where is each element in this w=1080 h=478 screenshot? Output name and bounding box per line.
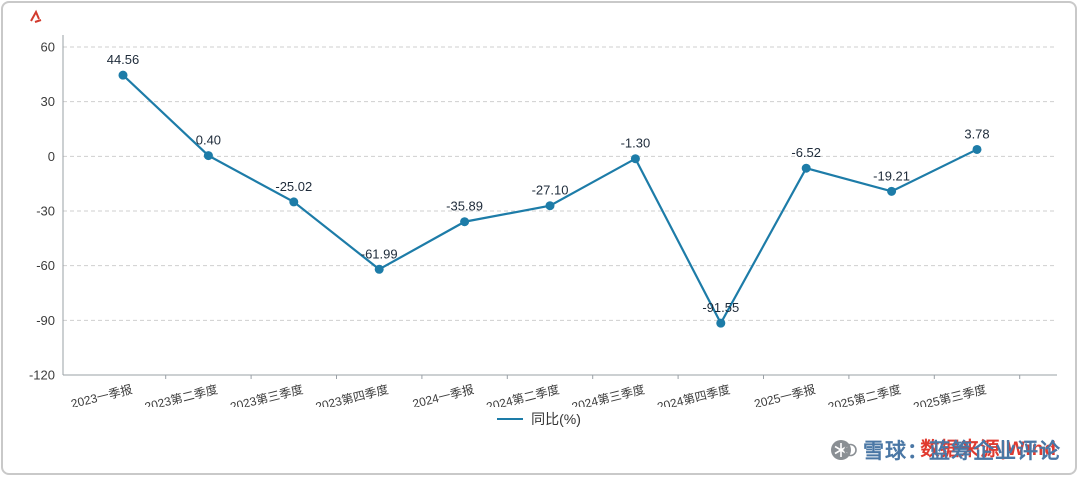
footer: 数据来源|Wind 雪球：蓝筹企业评论 [641, 433, 1061, 467]
account-name: 雪球：蓝筹企业评论 [863, 440, 1061, 463]
svg-text:2025一季报: 2025一季报 [752, 381, 816, 407]
svg-text:-90: -90 [36, 313, 55, 328]
svg-text:44.56: 44.56 [107, 52, 140, 67]
svg-text:2025第三季度: 2025第三季度 [912, 381, 988, 407]
svg-text:-120: -120 [29, 368, 55, 383]
legend-label: 同比(%) [531, 411, 581, 427]
svg-text:2024第三季度: 2024第三季度 [570, 381, 646, 407]
xueqiu-logo-icon [829, 436, 857, 464]
svg-text:-35.89: -35.89 [446, 199, 483, 214]
svg-text:60: 60 [41, 40, 55, 55]
svg-text:-27.10: -27.10 [532, 183, 569, 198]
svg-text:-6.52: -6.52 [791, 145, 821, 160]
line-chart: 60 30 0 -30 -60 -90 -120 44.56 0.40 -25.02 -61.99 -… [11, 7, 1067, 414]
svg-text:-25.02: -25.02 [275, 179, 312, 194]
data-source-watermark: 数据来源|Wind [920, 439, 1057, 460]
svg-text:2023第四季度: 2023第四季度 [314, 381, 390, 407]
svg-text:-60: -60 [36, 258, 55, 273]
svg-text:2024第四季度: 2024第四季度 [655, 381, 731, 407]
svg-text:2024一季报: 2024一季报 [411, 381, 475, 407]
legend: 同比(%) [3, 409, 1075, 429]
red-stamp-icon [27, 9, 45, 27]
svg-text:2023第三季度: 2023第三季度 [228, 381, 304, 407]
svg-text:-19.21: -19.21 [873, 168, 910, 183]
svg-text:-61.99: -61.99 [361, 246, 398, 261]
svg-text:0.40: 0.40 [196, 133, 221, 148]
xueqiu-branding: 雪球：蓝筹企业评论 [829, 435, 1061, 465]
line-chart-svg: 60 30 0 -30 -60 -90 -120 44.56 0.40 -25.02 -61.99 -… [29, 35, 1057, 414]
svg-text:0: 0 [48, 149, 55, 164]
svg-text:2024第二季度: 2024第二季度 [485, 381, 561, 407]
svg-text:2023一季报: 2023一季报 [69, 381, 133, 407]
svg-text:-1.30: -1.30 [621, 136, 651, 151]
svg-text:2023第二季度: 2023第二季度 [143, 381, 219, 407]
legend-line-icon [497, 417, 524, 421]
svg-text:2025第二季度: 2025第二季度 [826, 381, 902, 407]
svg-text:-91.55: -91.55 [702, 300, 739, 315]
svg-text:3.78: 3.78 [964, 126, 989, 141]
svg-text:-30: -30 [36, 204, 55, 219]
svg-text:30: 30 [41, 94, 55, 109]
